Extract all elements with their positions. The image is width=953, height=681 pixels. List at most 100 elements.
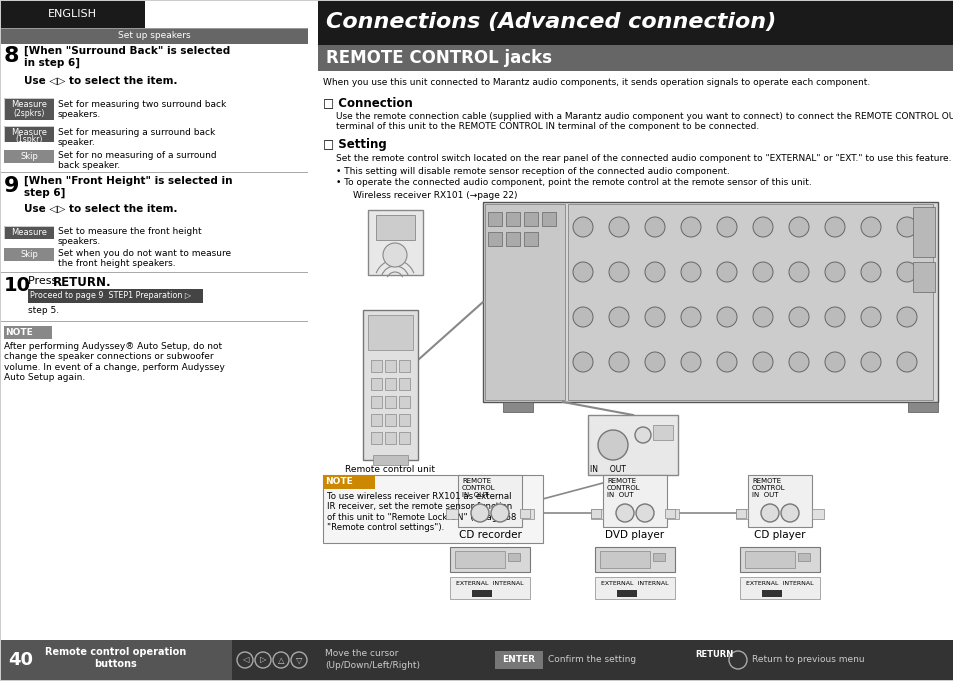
- Bar: [385, 396, 395, 408]
- Bar: [505, 232, 519, 246]
- Text: buttons: buttons: [94, 659, 137, 669]
- Text: Use the remote connection cable (supplied with a Marantz audio component you wan: Use the remote connection cable (supplie…: [335, 112, 953, 131]
- Text: 40: 40: [8, 651, 33, 669]
- Text: NOTE: NOTE: [5, 328, 32, 337]
- Bar: [652, 553, 664, 561]
- Text: ▽: ▽: [295, 656, 302, 665]
- Circle shape: [896, 217, 916, 237]
- Bar: [398, 396, 410, 408]
- Bar: [0, 640, 232, 681]
- Bar: [747, 475, 811, 527]
- Circle shape: [788, 217, 808, 237]
- Bar: [0, 640, 953, 681]
- Text: [When "Front Height" is selected in
step 6]: [When "Front Height" is selected in step…: [24, 176, 233, 198]
- Text: 8: 8: [4, 46, 19, 66]
- Bar: [0, 321, 308, 322]
- Bar: [502, 402, 533, 412]
- Bar: [0, 680, 953, 681]
- Circle shape: [896, 352, 916, 372]
- Circle shape: [824, 307, 844, 327]
- Circle shape: [896, 307, 916, 327]
- Circle shape: [573, 262, 593, 282]
- Bar: [495, 651, 542, 669]
- Circle shape: [788, 262, 808, 282]
- Bar: [371, 414, 381, 426]
- Circle shape: [573, 217, 593, 237]
- Text: ENTER: ENTER: [502, 656, 535, 665]
- Bar: [323, 475, 542, 543]
- Bar: [368, 315, 413, 350]
- Circle shape: [752, 217, 772, 237]
- Text: Measure: Measure: [11, 128, 47, 137]
- Text: [When "Surround Back" is selected
in step 6]: [When "Surround Back" is selected in ste…: [24, 46, 230, 68]
- Text: ENGLISH: ENGLISH: [48, 9, 96, 19]
- Bar: [484, 204, 564, 400]
- Circle shape: [717, 307, 737, 327]
- Text: REMOTE
CONTROL
IN  OUT: REMOTE CONTROL IN OUT: [461, 478, 496, 498]
- Bar: [4, 248, 54, 261]
- Bar: [4, 326, 52, 339]
- Circle shape: [573, 352, 593, 372]
- Text: • This setting will disable remote sensor reception of the connected audio compo: • This setting will disable remote senso…: [335, 167, 729, 176]
- Bar: [398, 378, 410, 390]
- Bar: [385, 360, 395, 372]
- Text: EXTERNAL  INTERNAL: EXTERNAL INTERNAL: [745, 581, 813, 586]
- Circle shape: [644, 352, 664, 372]
- Bar: [952, 0, 953, 681]
- Bar: [371, 396, 381, 408]
- Circle shape: [861, 307, 880, 327]
- Circle shape: [896, 262, 916, 282]
- Text: Confirm the setting: Confirm the setting: [547, 656, 636, 665]
- Bar: [368, 210, 422, 275]
- Bar: [398, 360, 410, 372]
- Bar: [371, 432, 381, 444]
- Bar: [740, 547, 820, 572]
- Text: • To operate the connected audio component, point the remote control at the remo: • To operate the connected audio compone…: [335, 178, 811, 187]
- Bar: [482, 202, 937, 402]
- Bar: [455, 551, 504, 568]
- Circle shape: [717, 262, 737, 282]
- Bar: [4, 98, 54, 120]
- Bar: [317, 45, 953, 71]
- Bar: [398, 414, 410, 426]
- Text: Measure: Measure: [11, 228, 47, 237]
- Bar: [371, 378, 381, 390]
- Circle shape: [680, 352, 700, 372]
- Bar: [735, 509, 747, 519]
- Bar: [0, 0, 953, 1]
- Text: Set when you do not want to measure
the front height speakers.: Set when you do not want to measure the …: [58, 249, 231, 268]
- Circle shape: [635, 427, 650, 443]
- Text: Wireless receiver RX101 (→page 22): Wireless receiver RX101 (→page 22): [353, 191, 517, 200]
- Bar: [744, 551, 794, 568]
- Circle shape: [752, 352, 772, 372]
- Bar: [398, 432, 410, 444]
- Bar: [4, 98, 54, 120]
- Text: Use ◁▷ to select the item.: Use ◁▷ to select the item.: [24, 204, 177, 214]
- Circle shape: [752, 307, 772, 327]
- Text: Set for no measuring of a surround
back speaker.: Set for no measuring of a surround back …: [58, 151, 216, 170]
- Bar: [912, 262, 934, 292]
- Circle shape: [717, 352, 737, 372]
- Bar: [0, 28, 308, 29]
- Bar: [0, 272, 308, 273]
- Bar: [0, 28, 308, 44]
- Text: Set to measure the front height
speakers.: Set to measure the front height speakers…: [58, 227, 201, 247]
- Bar: [371, 360, 381, 372]
- Bar: [505, 212, 519, 226]
- Text: Connections (Advanced connection): Connections (Advanced connection): [326, 12, 776, 32]
- Bar: [450, 577, 530, 599]
- Circle shape: [471, 504, 489, 522]
- Circle shape: [781, 504, 799, 522]
- Text: IN     OUT: IN OUT: [589, 465, 625, 474]
- Circle shape: [824, 352, 844, 372]
- Bar: [590, 509, 602, 519]
- Text: When you use this unit connected to Marantz audio components, it sends operation: When you use this unit connected to Mara…: [323, 78, 869, 87]
- Text: ▷: ▷: [259, 656, 266, 665]
- Text: 10: 10: [4, 276, 30, 295]
- Bar: [595, 577, 675, 599]
- Circle shape: [608, 352, 628, 372]
- Text: Set the remote control switch located on the rear panel of the connected audio c: Set the remote control switch located on…: [335, 154, 950, 163]
- Bar: [907, 402, 937, 412]
- Bar: [567, 204, 932, 400]
- Bar: [375, 215, 415, 240]
